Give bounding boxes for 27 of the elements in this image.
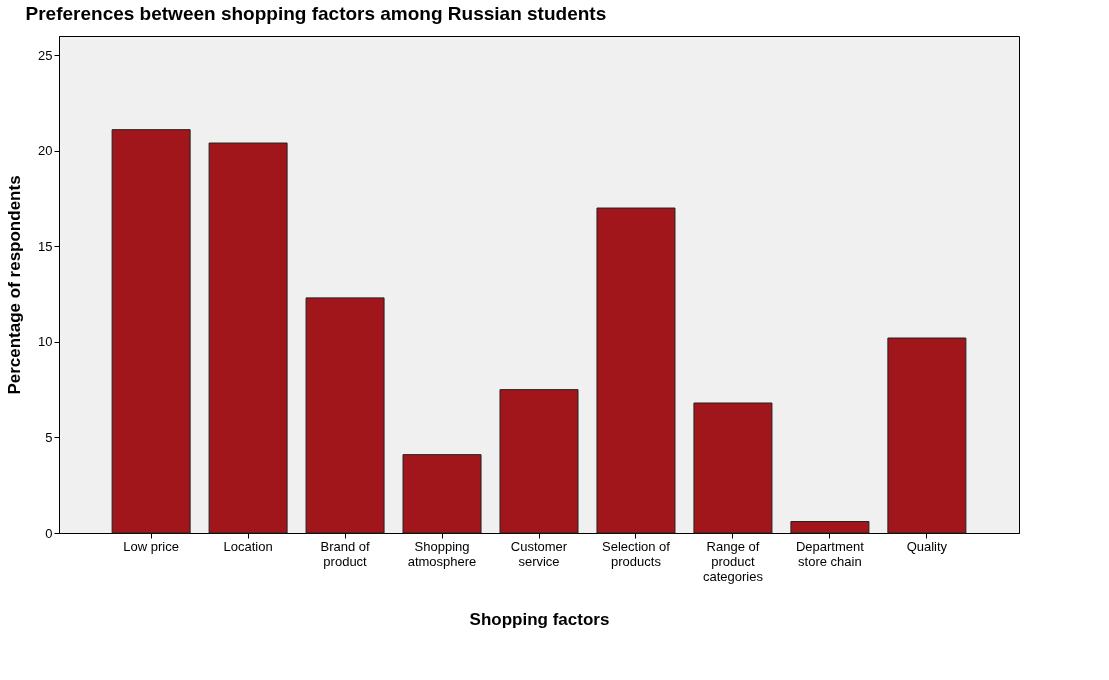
bar xyxy=(305,297,385,534)
x-axis-title: Shopping factors xyxy=(469,609,610,629)
bar xyxy=(596,207,676,534)
y-tick-label: 10 xyxy=(38,334,53,350)
bar xyxy=(499,389,579,534)
y-tick-label: 20 xyxy=(38,143,53,159)
bar xyxy=(402,454,482,534)
x-tick-label: Range of product categories xyxy=(702,538,764,584)
y-axis-title: Percentage of respondents xyxy=(5,175,25,395)
x-tick-label: Location xyxy=(223,538,273,554)
chart-title: Preferences between shopping factors among Russian students xyxy=(25,3,607,24)
x-tick-label: Quality xyxy=(906,538,948,554)
bar xyxy=(790,521,870,534)
bar xyxy=(208,142,288,534)
y-tick-label: 15 xyxy=(38,238,53,254)
x-tick-label: Shopping atmosphere xyxy=(407,538,477,569)
x-tick-label: Low price xyxy=(123,538,179,554)
x-tick-label: Department store chain xyxy=(795,538,865,569)
x-tick-label: Customer service xyxy=(510,538,568,569)
y-tick-label: 5 xyxy=(45,429,53,445)
y-tick-label: 25 xyxy=(38,47,53,63)
x-tick-label: Selection of products xyxy=(602,538,671,569)
bar xyxy=(111,129,191,534)
bar xyxy=(693,402,773,534)
y-tick-label: 0 xyxy=(45,525,53,541)
x-tick-label: Brand of product xyxy=(320,538,371,569)
bar xyxy=(887,337,967,534)
